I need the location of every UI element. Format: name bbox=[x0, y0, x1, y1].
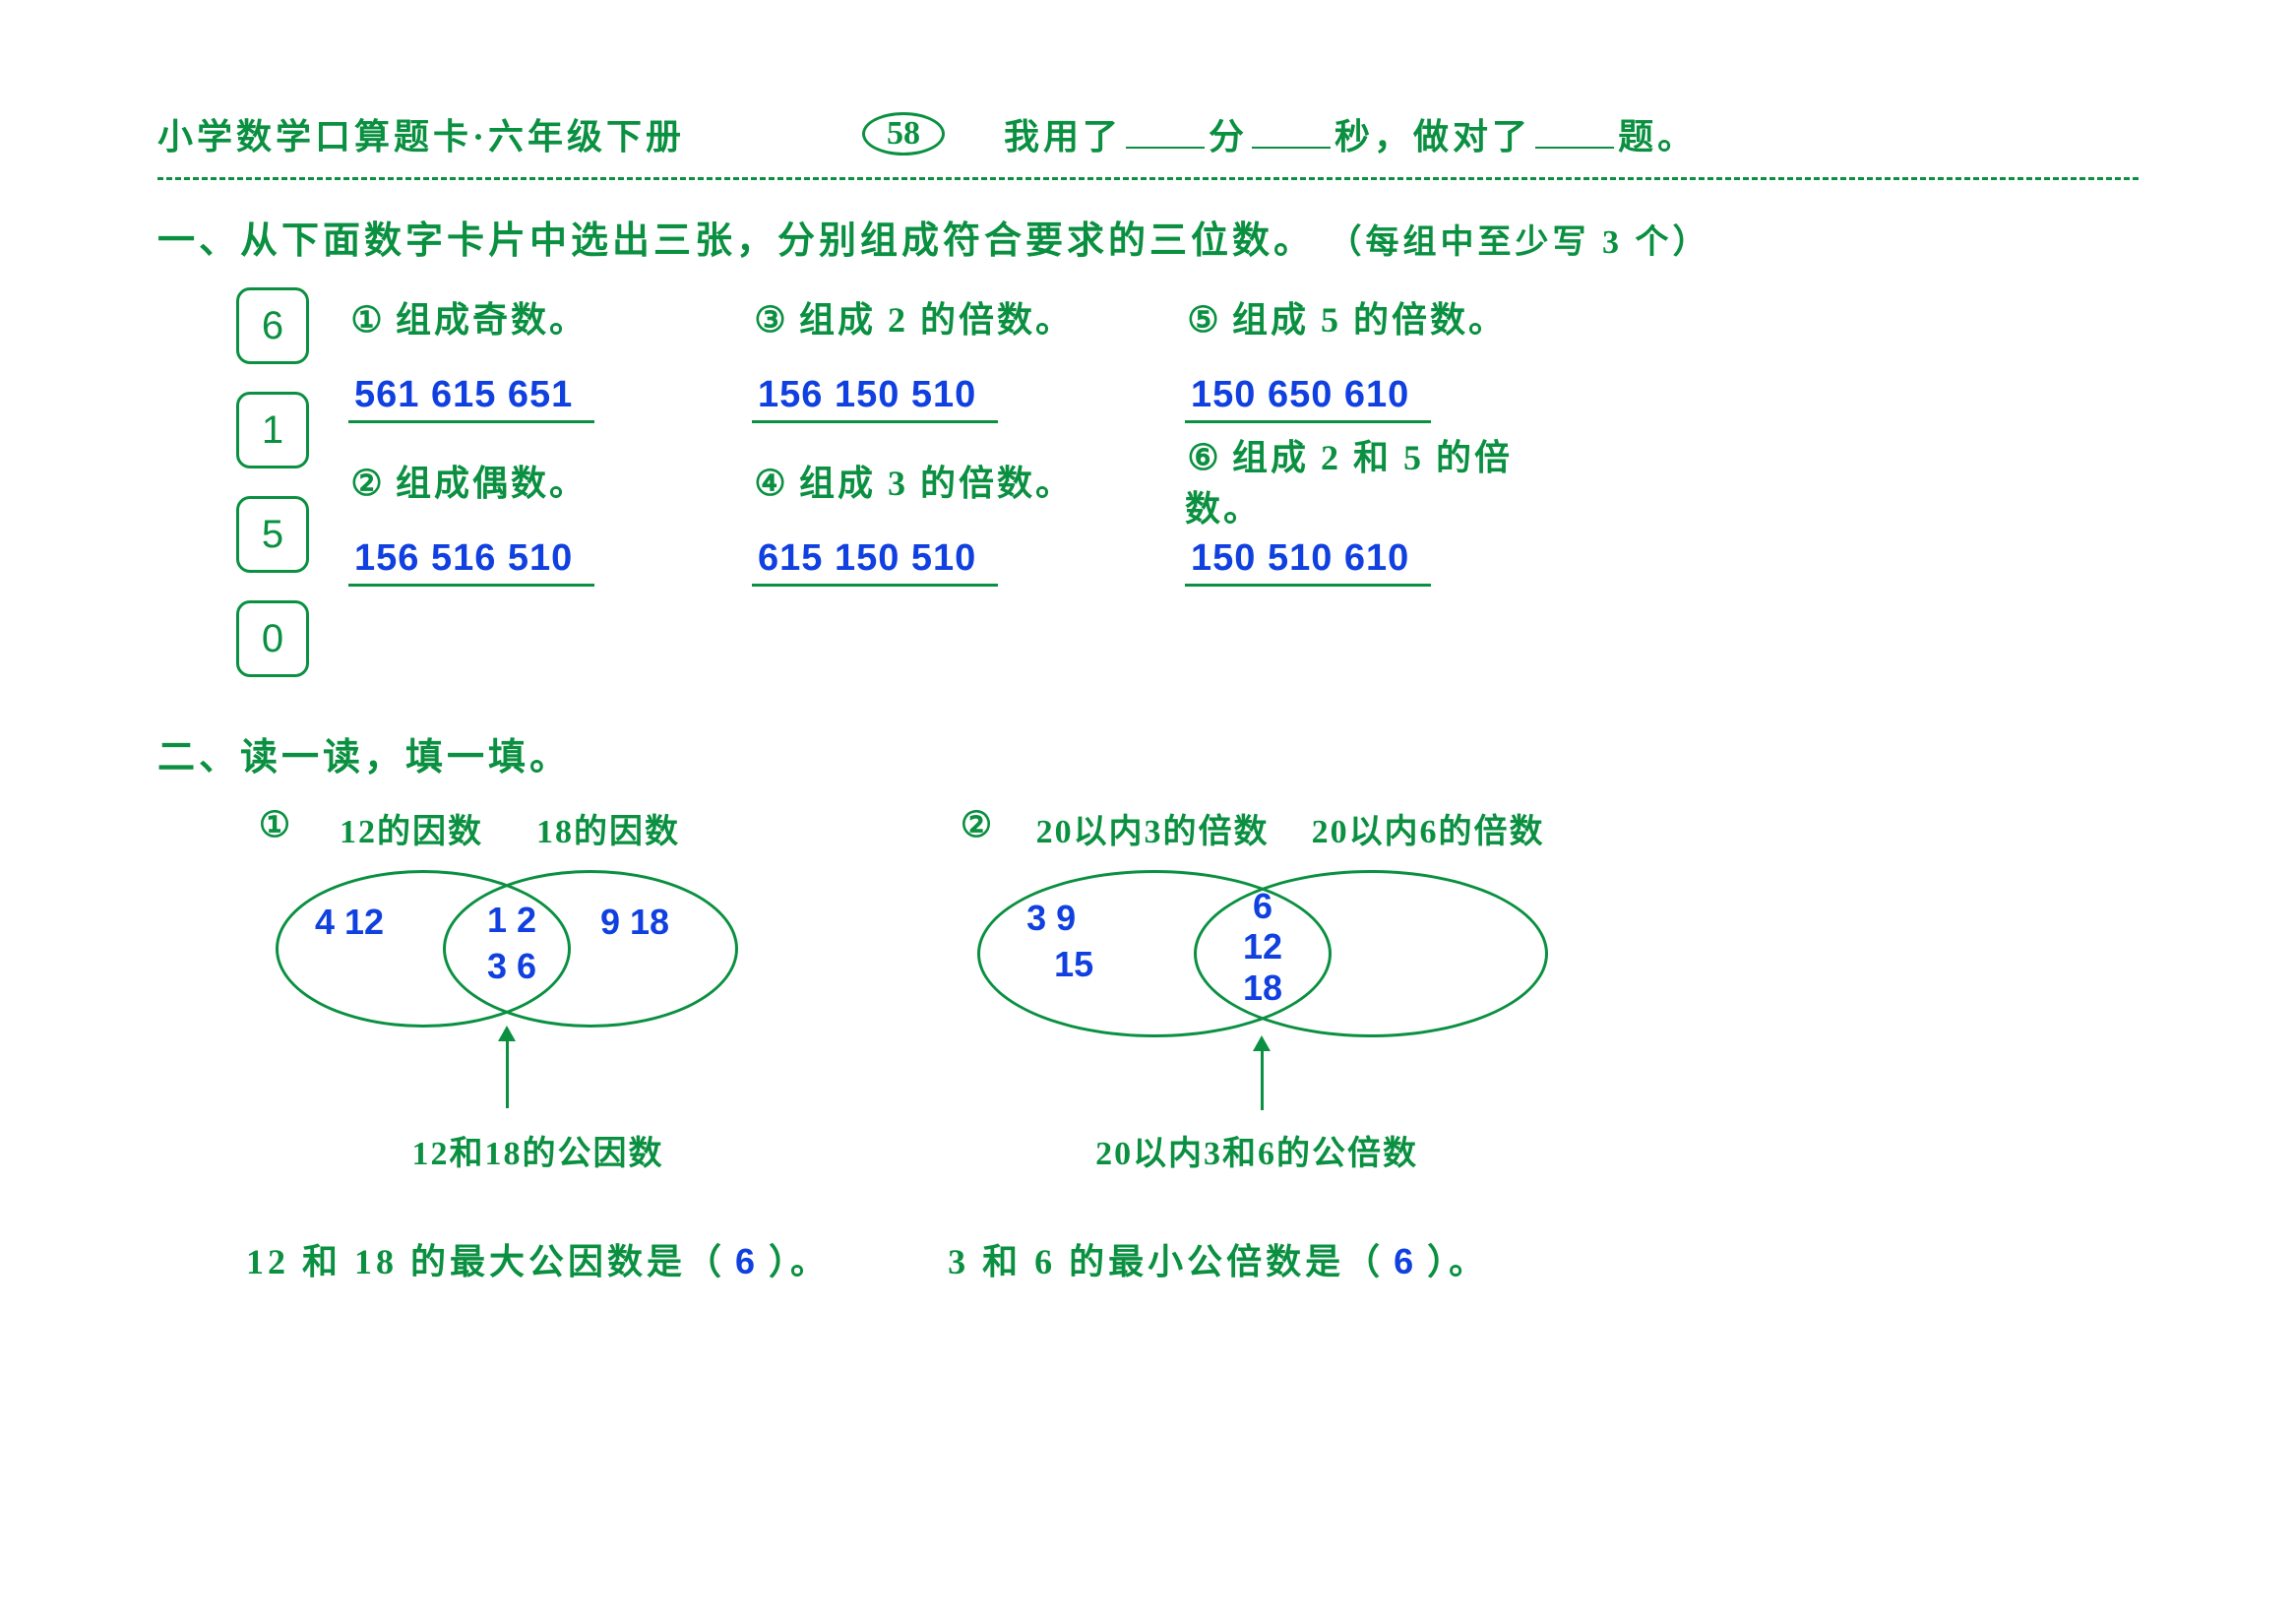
prompt-6-text: 组成 2 和 5 的倍数。 bbox=[1185, 438, 1513, 529]
number-cards: 6 1 5 0 bbox=[236, 287, 309, 677]
worksheet-page: 小学数学口算题卡·六年级下册 58 我用了 分 秒，做对了 题。 一、从下面数字卡片中… bbox=[0, 0, 2296, 1343]
section2-body: ① 12的因数 18的因数 4 12 1 2 3 6 9 18 12和18的公因… bbox=[246, 804, 2139, 1284]
prompt-1-text: 组成奇数。 bbox=[396, 300, 588, 340]
section2-heading: 二、读一读，填一填。 bbox=[157, 726, 2139, 780]
num-2: ② bbox=[348, 463, 388, 504]
timer-suffix: 题。 bbox=[1618, 117, 1697, 156]
card-6: 6 bbox=[236, 287, 309, 364]
num-4: ④ bbox=[752, 463, 791, 504]
num-6: ⑥ bbox=[1185, 437, 1224, 478]
venn2-left-l1: 3 9 bbox=[1026, 896, 1184, 942]
venn2-caption: 20以内3和6的公倍数 bbox=[948, 1126, 1566, 1174]
card-5: 5 bbox=[236, 496, 309, 573]
venn2-left-only[interactable]: 3 9 15 bbox=[1026, 896, 1184, 988]
book-title: 小学数学口算题卡·六年级下册 bbox=[157, 108, 685, 159]
venn1-arrow-line bbox=[506, 1039, 509, 1108]
venn1-both-l2: 3 6 bbox=[472, 944, 551, 990]
card-1: 1 bbox=[236, 392, 309, 468]
prompt-5-text: 组成 5 的倍数。 bbox=[1232, 300, 1507, 340]
venn1-headers: ① 12的因数 18的因数 bbox=[246, 804, 830, 852]
venn1-conc-val[interactable]: 6 bbox=[735, 1241, 759, 1281]
venn1-conc-post: ）。 bbox=[769, 1242, 830, 1281]
venn1-caption: 12和18的公因数 bbox=[246, 1126, 830, 1174]
venn1-left-only[interactable]: 4 12 bbox=[315, 900, 384, 946]
venn2-both-l1: 6 bbox=[1233, 886, 1292, 926]
venn2-both[interactable]: 6 12 18 bbox=[1233, 886, 1292, 1008]
prompt-2-text: 组成偶数。 bbox=[396, 464, 588, 503]
sec-label: 秒，做对了 bbox=[1334, 117, 1531, 156]
timer-line: 我用了 分 秒，做对了 题。 bbox=[1004, 108, 1697, 159]
venn1-right-label: 18的因数 bbox=[510, 804, 707, 852]
venn2-left-l2: 15 bbox=[1026, 942, 1184, 988]
answer-5[interactable]: 150 650 610 bbox=[1185, 374, 1431, 423]
venn2-conclusion: 3 和 6 的最小公倍数是（ 6 ）。 bbox=[948, 1233, 1566, 1284]
venn1: ① 12的因数 18的因数 4 12 1 2 3 6 9 18 12和18的公因… bbox=[246, 804, 830, 1284]
page-number-badge: 58 bbox=[862, 112, 945, 156]
timer-prefix: 我用了 bbox=[1004, 117, 1122, 156]
answer-4[interactable]: 615 150 510 bbox=[752, 537, 998, 587]
answer-2[interactable]: 156 516 510 bbox=[348, 537, 594, 587]
correct-blank[interactable] bbox=[1535, 109, 1614, 149]
venn2-num: ② bbox=[948, 804, 1007, 852]
answer-3[interactable]: 156 150 510 bbox=[752, 374, 998, 423]
venn2: ② 20以内3的倍数 20以内6的倍数 3 9 15 6 12 18 bbox=[948, 804, 1566, 1284]
min-label: 分 bbox=[1209, 117, 1248, 156]
minutes-blank[interactable] bbox=[1126, 109, 1205, 149]
venn1-diagram: 4 12 1 2 3 6 9 18 bbox=[246, 860, 758, 1057]
page-header: 小学数学口算题卡·六年级下册 58 我用了 分 秒，做对了 题。 bbox=[157, 108, 2139, 159]
venn2-both-l3: 18 bbox=[1233, 967, 1292, 1008]
venn1-left-label: 12的因数 bbox=[313, 804, 510, 852]
venn2-conc-pre: 3 和 6 的最小公倍数是（ bbox=[948, 1242, 1384, 1281]
section1-heading: 一、从下面数字卡片中选出三张，分别组成符合要求的三位数。 （每组中至少写 3 个… bbox=[157, 210, 2139, 264]
prompt-3: ③组成 2 的倍数。 bbox=[752, 291, 1106, 343]
venn2-conc-val[interactable]: 6 bbox=[1394, 1241, 1417, 1281]
venn2-arrow-line bbox=[1261, 1049, 1264, 1110]
venn2-conc-post: ）。 bbox=[1427, 1242, 1488, 1281]
section1-grid: ①组成奇数。 ③组成 2 的倍数。 ⑤组成 5 的倍数。 561 615 651… bbox=[348, 287, 2139, 677]
venn1-both[interactable]: 1 2 3 6 bbox=[472, 898, 551, 990]
answer-6[interactable]: 150 510 610 bbox=[1185, 537, 1431, 587]
venn2-left-label: 20以内3的倍数 bbox=[1015, 804, 1290, 852]
num-3: ③ bbox=[752, 299, 791, 341]
venn1-conclusion: 12 和 18 的最大公因数是（ 6 ）。 bbox=[246, 1233, 830, 1284]
venn1-both-l1: 1 2 bbox=[472, 898, 551, 944]
section1-title: 一、从下面数字卡片中选出三张，分别组成符合要求的三位数。 bbox=[157, 220, 1315, 262]
prompt-2: ②组成偶数。 bbox=[348, 455, 673, 506]
venn1-right-only[interactable]: 9 18 bbox=[600, 900, 669, 946]
num-1: ① bbox=[348, 299, 388, 341]
prompt-6: ⑥组成 2 和 5 的倍数。 bbox=[1185, 429, 1579, 531]
prompt-5: ⑤组成 5 的倍数。 bbox=[1185, 291, 1579, 343]
venn1-num: ① bbox=[246, 804, 305, 852]
prompt-3-text: 组成 2 的倍数。 bbox=[799, 300, 1074, 340]
card-0: 0 bbox=[236, 600, 309, 677]
venn2-headers: ② 20以内3的倍数 20以内6的倍数 bbox=[948, 804, 1566, 852]
header-divider bbox=[157, 177, 2139, 180]
seconds-blank[interactable] bbox=[1252, 109, 1331, 149]
prompt-4: ④组成 3 的倍数。 bbox=[752, 455, 1106, 506]
num-5: ⑤ bbox=[1185, 299, 1224, 341]
section1-hint: （每组中至少写 3 个） bbox=[1329, 224, 1710, 261]
answer-1[interactable]: 561 615 651 bbox=[348, 374, 594, 423]
venn2-right-label: 20以内6的倍数 bbox=[1290, 804, 1566, 852]
venn1-conc-pre: 12 和 18 的最大公因数是（ bbox=[246, 1242, 725, 1281]
venn2-both-l2: 12 bbox=[1233, 926, 1292, 967]
venn2-diagram: 3 9 15 6 12 18 bbox=[948, 860, 1558, 1057]
section1-body: 6 1 5 0 ①组成奇数。 ③组成 2 的倍数。 ⑤组成 5 的倍数。 561… bbox=[236, 287, 2139, 677]
prompt-4-text: 组成 3 的倍数。 bbox=[799, 464, 1074, 503]
prompt-1: ①组成奇数。 bbox=[348, 291, 673, 343]
